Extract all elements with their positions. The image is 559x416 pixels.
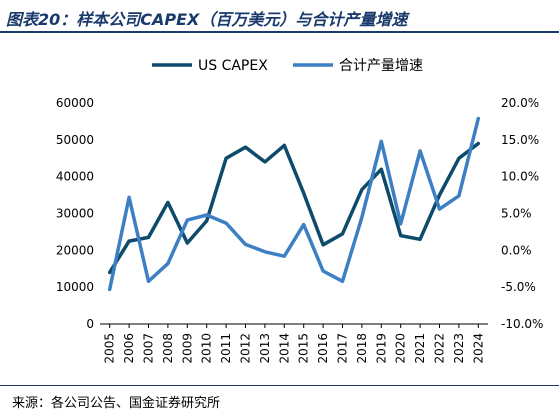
x-tick-label: 2022 xyxy=(433,333,447,364)
x-tick-label: 2014 xyxy=(277,333,291,364)
x-tick-label: 2020 xyxy=(394,333,408,364)
y-left-tick-label: 30000 xyxy=(56,207,94,221)
x-tick-label: 2023 xyxy=(452,333,466,364)
y-left-tick-label: 20000 xyxy=(56,243,94,257)
legend-label: US CAPEX xyxy=(198,58,268,74)
x-tick-label: 2016 xyxy=(316,333,330,364)
y-right-tick-label: 20.0% xyxy=(501,96,539,110)
chart-title: 图表20：样本公司CAPEX（百万美元）与合计产量增速 xyxy=(6,10,408,29)
series-line-left xyxy=(107,141,481,275)
series-line-right xyxy=(107,116,481,292)
x-tick-label: 2021 xyxy=(413,333,427,364)
source-note: 来源：各公司公告、国金证券研究所 xyxy=(12,396,221,411)
title-divider xyxy=(0,31,559,33)
x-tick-label: 2015 xyxy=(297,333,311,364)
x-tick-label: 2024 xyxy=(471,333,485,364)
x-tick-label: 2017 xyxy=(336,333,350,364)
line-chart: US CAPEX 合计产量增速 0 10000 20000 30000 40000 5000… xyxy=(56,58,544,364)
x-tick-label: 2012 xyxy=(239,333,253,364)
y-right-tick-label: 5.0% xyxy=(501,207,532,221)
y-left-tick-label: 60000 xyxy=(56,96,94,110)
y-left-tick-label: 40000 xyxy=(56,170,94,184)
x-tick-label: 2009 xyxy=(180,333,194,364)
y-right-tick-label: -10.0% xyxy=(501,317,543,331)
x-tick-label: 2008 xyxy=(161,333,175,364)
axes: 0 10000 20000 30000 40000 50000 60000 -10.0% -5.… xyxy=(56,96,544,364)
y-left-tick-label: 50000 xyxy=(56,133,94,147)
y-right-tick-label: -5.0% xyxy=(501,280,536,294)
x-tick-label: 2007 xyxy=(142,333,156,364)
x-tick-label: 2010 xyxy=(200,333,214,364)
source-divider xyxy=(0,385,559,386)
y-right-tick-label: 15.0% xyxy=(501,133,539,147)
legend: US CAPEX 合计产量增速 xyxy=(152,58,423,74)
y-right-tick-label: 10.0% xyxy=(501,170,539,184)
y-right-tick-label: 0.0% xyxy=(501,243,532,257)
x-tick-label: 2006 xyxy=(122,333,136,364)
y-left-tick-label: 0 xyxy=(86,317,94,331)
legend-label: 合计产量增速 xyxy=(339,58,423,74)
x-tick-label: 2013 xyxy=(258,333,272,364)
x-tick-label: 2018 xyxy=(355,333,369,364)
x-tick-label: 2005 xyxy=(103,333,117,364)
x-tick-label: 2019 xyxy=(374,333,388,364)
series-layer xyxy=(107,116,481,292)
y-left-tick-label: 10000 xyxy=(56,280,94,294)
x-tick-label: 2011 xyxy=(219,333,233,364)
